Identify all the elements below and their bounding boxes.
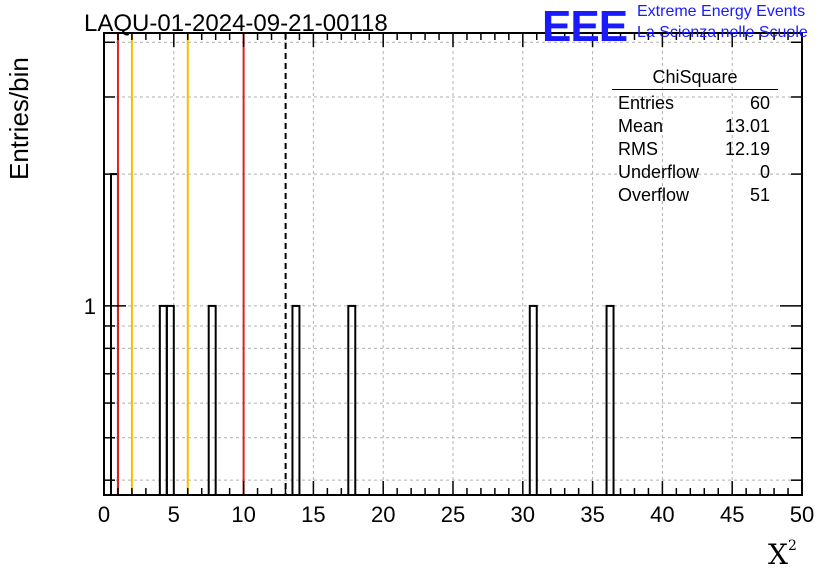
- histogram-bar: [158, 304, 168, 497]
- histogram-bar: [207, 304, 217, 497]
- stats-row: Underflow 0: [612, 161, 778, 184]
- stats-row-value: 0: [759, 162, 770, 182]
- stats-row-label: Underflow: [618, 162, 700, 182]
- stats-row: Entries 60: [612, 92, 778, 115]
- stats-title: ChiSquare: [612, 67, 778, 90]
- y-tick-label: 1: [84, 294, 96, 319]
- stats-box: ChiSquare Entries 60 Mean 13.01 RMS 12.19 Unde…: [612, 67, 778, 207]
- x-tick-label: 50: [790, 502, 814, 527]
- x-tick-label: 0: [98, 502, 110, 527]
- axes: 0 5 10 15 20 25 30 35 40 45 501: [84, 32, 814, 527]
- x-tick-label: 10: [231, 502, 255, 527]
- histogram-bar: [291, 304, 301, 497]
- chart-title: LAQU-01-2024-09-21-00118: [84, 10, 388, 37]
- x-axis-label: X2: [768, 538, 797, 571]
- reference-lines: [116, 33, 287, 495]
- logo-line-2: La Scienza nelle Scuole: [637, 24, 808, 41]
- histogram-bars: [109, 173, 615, 497]
- stats-row-label: Overflow: [618, 185, 690, 205]
- stats-row-label: Mean: [618, 116, 664, 136]
- stats-row-value: 13.01: [724, 116, 770, 136]
- x-tick-label: 45: [720, 502, 744, 527]
- stats-row-value: 51: [749, 185, 770, 205]
- stats-row: RMS 12.19: [612, 138, 778, 161]
- eee-logo: EEE: [542, 2, 628, 51]
- histogram-bar: [347, 304, 357, 497]
- x-tick-label: 20: [371, 502, 395, 527]
- stats-row-label: RMS: [618, 139, 658, 159]
- x-tick-label: 30: [511, 502, 535, 527]
- x-tick-label: 35: [580, 502, 604, 527]
- x-axis-label-exponent: 2: [787, 538, 797, 554]
- x-tick-label: 5: [168, 502, 180, 527]
- stats-row-value: 12.19: [724, 139, 770, 159]
- x-tick-label: 40: [650, 502, 674, 527]
- histogram-bar: [165, 304, 175, 497]
- logo-line-1: Extreme Energy Events: [637, 3, 806, 20]
- histogram-bar: [109, 173, 119, 496]
- x-tick-label: 15: [301, 502, 325, 527]
- histogram-bar: [528, 304, 538, 497]
- stats-row-label: Entries: [618, 93, 675, 113]
- x-axis-label-symbol: X: [768, 538, 788, 571]
- histogram-bar: [605, 304, 615, 497]
- stats-row: Mean 13.01: [612, 115, 778, 138]
- stats-row: Overflow 51: [612, 184, 778, 207]
- stats-row-value: 60: [749, 93, 770, 113]
- y-axis-label: Entries/bin: [4, 57, 34, 180]
- x-tick-label: 25: [441, 502, 465, 527]
- stats-rows: Entries 60 Mean 13.01 RMS 12.19 Underflow 0 Over…: [612, 92, 778, 207]
